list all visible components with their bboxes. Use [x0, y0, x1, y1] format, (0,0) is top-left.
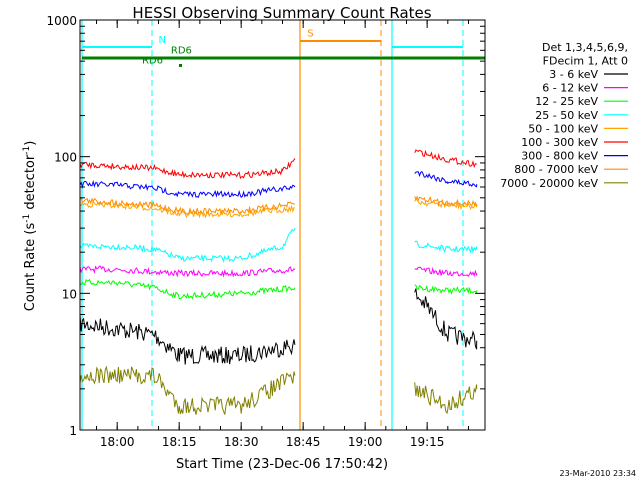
series-layer [79, 149, 478, 415]
legend-header: FDecim 1, Att 0 [543, 55, 628, 68]
legend-entry-label: 3 - 6 keV [549, 68, 598, 81]
y-tick-label: 10 [62, 287, 77, 301]
series-line [79, 196, 296, 216]
series-line [79, 365, 296, 415]
x-axis: 18:00 18:15 18:30 18:45 19:00 19:15 [96, 20, 469, 449]
series-line [414, 197, 478, 211]
x-tick-label: 18:00 [100, 435, 135, 449]
legend-entry-label: 100 - 300 keV [521, 136, 598, 149]
x-tick-label: 19:00 [348, 435, 383, 449]
series-line [79, 278, 296, 300]
series-line [414, 240, 478, 254]
legend-entry-label: 50 - 100 keV [528, 122, 598, 135]
series-line [414, 195, 478, 208]
y-label-mid: detector [23, 154, 38, 214]
series-line [414, 149, 478, 169]
chart-title: HESSI Observing Summary Count Rates [132, 4, 431, 22]
series-line [79, 265, 296, 278]
series-line [79, 314, 296, 365]
y-axis: 1 10 100 1000 [46, 14, 485, 438]
x-tick-label: 19:15 [410, 435, 445, 449]
legend-entry-label: 12 - 25 keV [535, 95, 598, 108]
chart-annotation: S [307, 28, 313, 39]
series-line [79, 227, 296, 263]
legend-entry-label: 800 - 7000 keV [514, 163, 598, 176]
y-label-end: ) [23, 141, 38, 146]
footer-timestamp: 23-Mar-2010 23:34 [560, 469, 637, 478]
y-axis-label: Count Rate (s-1 detector-1) [22, 141, 38, 312]
legend-entry-label: 6 - 12 keV [542, 82, 598, 95]
legend-entry-label: 300 - 800 keV [521, 150, 598, 163]
y-tick-label: 100 [54, 151, 77, 165]
legend: Det 1,3,4,5,6,9,FDecim 1, Att 03 - 6 keV… [500, 41, 628, 190]
flag-marker-dot [179, 64, 182, 67]
series-line [414, 171, 478, 188]
y-tick-label: 1 [69, 424, 77, 438]
legend-entry-label: 7000 - 20000 keV [500, 177, 598, 190]
x-tick-label: 18:45 [286, 435, 321, 449]
overlay-layer: N S RD6 RD6 [142, 28, 314, 66]
series-line [414, 288, 478, 350]
x-tick-label: 18:15 [162, 435, 197, 449]
series-line [414, 284, 478, 295]
y-label-sup1: -1 [22, 214, 32, 223]
x-axis-label: Start Time (23-Dec-06 17:50:42) [176, 457, 388, 472]
chart-annotation: RD6 [142, 56, 163, 67]
legend-header: Det 1,3,4,5,6,9, [542, 41, 628, 54]
series-line [79, 157, 296, 180]
y-label-main: Count Rate (s [23, 223, 38, 312]
plot-bands [81, 20, 485, 430]
x-tick-label: 18:30 [224, 435, 259, 449]
series-line [414, 382, 478, 415]
series-line [414, 266, 478, 278]
y-label-sup2: -1 [22, 146, 32, 155]
y-tick-label: 1000 [46, 14, 77, 28]
series-line [79, 179, 296, 198]
legend-entry-label: 25 - 50 keV [535, 109, 598, 122]
chart-annotation: RD6 [171, 45, 192, 56]
chart-annotation: N [159, 35, 166, 46]
